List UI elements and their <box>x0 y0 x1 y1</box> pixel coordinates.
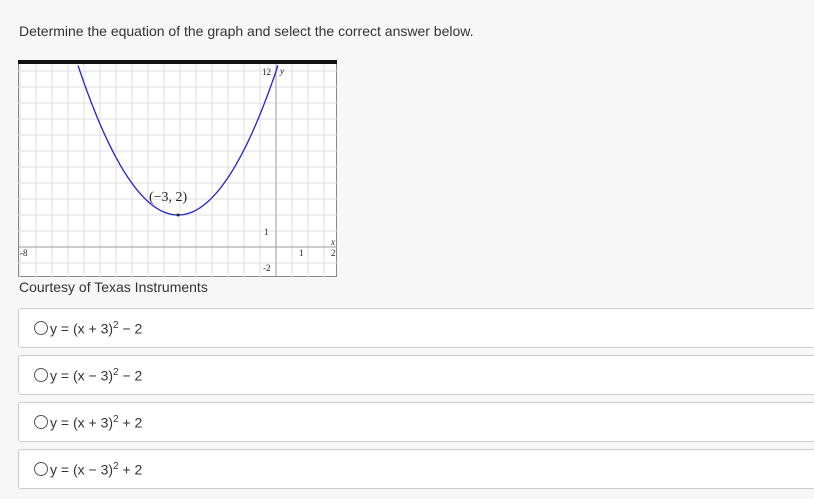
option-exponent: 2 <box>113 461 119 472</box>
radio-button[interactable] <box>34 368 48 382</box>
vertex-point <box>176 213 180 217</box>
label: 2 <box>331 248 336 258</box>
option-base: y = (x − 3) <box>50 367 114 384</box>
graph-frame <box>18 60 337 277</box>
label: -8 <box>20 248 28 258</box>
label: 1 <box>299 248 304 258</box>
label: x <box>330 237 335 247</box>
radio-button[interactable] <box>34 462 48 476</box>
answer-option[interactable]: y = (x + 3)2 − 2 <box>18 308 814 348</box>
option-exponent: 2 <box>113 414 119 425</box>
answer-option[interactable]: y = (x − 3)2 − 2 <box>18 355 814 395</box>
label: -2 <box>263 263 271 273</box>
option-label: y = (x + 3)2 + 2 <box>50 414 142 431</box>
option-label: y = (x + 3)2 − 2 <box>50 320 142 337</box>
option-base: y = (x + 3) <box>50 414 114 431</box>
option-tail: − 2 <box>118 320 143 337</box>
option-label: y = (x − 3)2 − 2 <box>50 367 142 384</box>
answer-option[interactable]: y = (x + 3)2 + 2 <box>18 402 814 442</box>
question: Determine the equation of the graph and … <box>19 23 474 39</box>
answer-option[interactable]: y = (x − 3)2 + 2 <box>18 449 814 489</box>
label: y <box>279 66 284 76</box>
radio-button[interactable] <box>34 415 48 429</box>
label: 1 <box>264 227 269 237</box>
option-exponent: 2 <box>113 320 119 331</box>
top-border <box>18 60 337 64</box>
graph: 12 y (−3, 2) 1 -8 1 2 x -2 <box>18 60 337 277</box>
caption: Courtesy of Texas Instruments <box>19 279 208 295</box>
radio-button[interactable] <box>34 321 48 335</box>
option-tail: − 2 <box>118 367 143 384</box>
option-tail: + 2 <box>118 414 143 431</box>
option-tail: + 2 <box>118 461 143 478</box>
option-base: y = (x + 3) <box>50 320 114 337</box>
label: (−3, 2) <box>149 190 188 205</box>
label: 12 <box>262 67 271 77</box>
option-exponent: 2 <box>113 367 119 378</box>
option-label: y = (x − 3)2 + 2 <box>50 461 142 478</box>
option-base: y = (x − 3) <box>50 461 114 478</box>
